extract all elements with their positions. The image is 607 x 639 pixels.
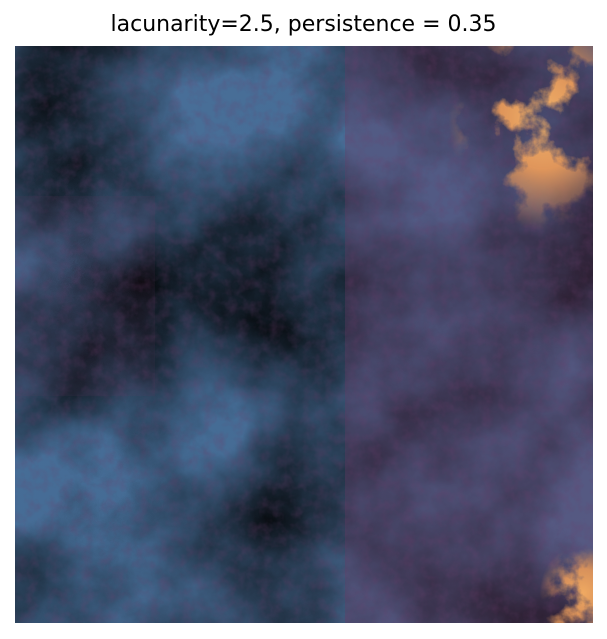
fractal-noise-icon bbox=[15, 46, 593, 623]
plot-title: lacunarity=2.5, persistence = 0.35 bbox=[110, 12, 497, 37]
fractal-noise-image bbox=[15, 46, 593, 623]
